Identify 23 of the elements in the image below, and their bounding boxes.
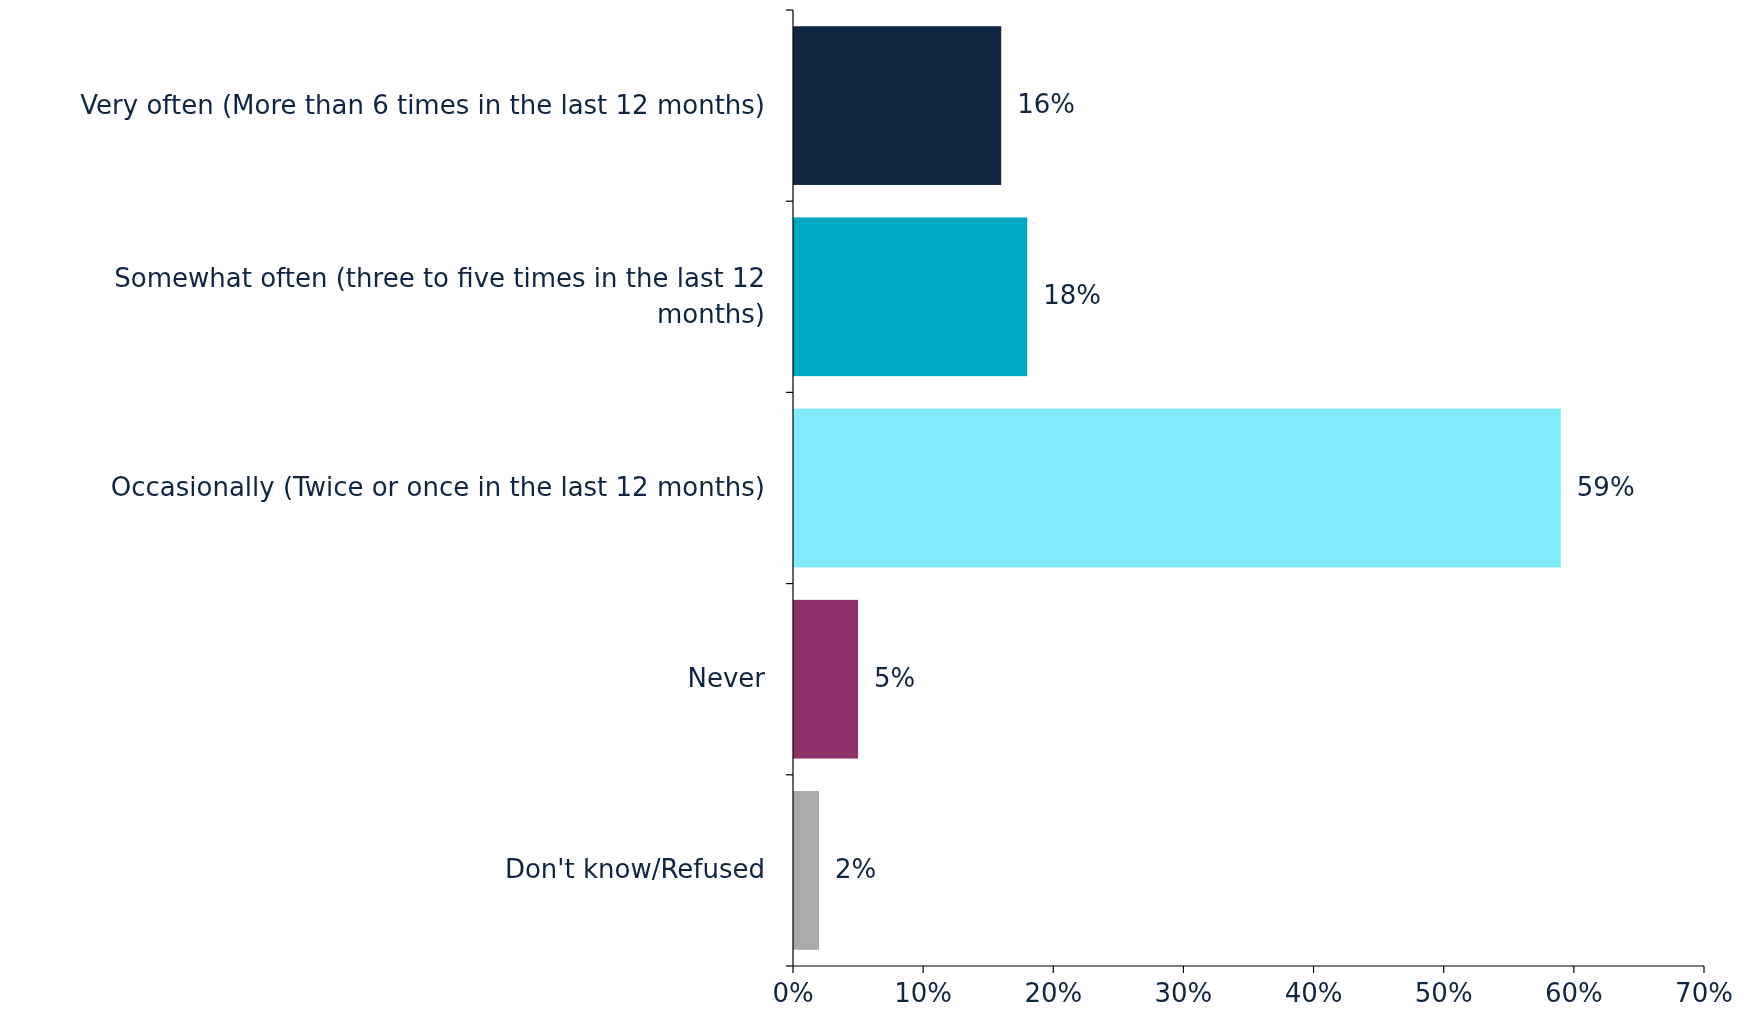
- bar: [793, 217, 1028, 377]
- data-label: 59%: [1576, 471, 1635, 502]
- y-tick-label: Very often (More than 6 times in the last 12 months): [80, 89, 765, 120]
- data-label: 2%: [835, 853, 877, 884]
- x-tick-label: 40%: [1284, 978, 1343, 1008]
- y-tick-label: Never: [687, 662, 766, 693]
- x-tick-label: 20%: [1024, 978, 1083, 1008]
- x-tick-label: 10%: [894, 978, 953, 1008]
- x-tick-label: 70%: [1675, 978, 1733, 1008]
- data-label: 18%: [1043, 280, 1102, 311]
- y-tick-label: Occasionally (Twice or once in the last 12 months): [110, 471, 765, 502]
- bar: [793, 408, 1561, 568]
- bar: [793, 791, 820, 950]
- data-label: 5%: [874, 662, 916, 693]
- bar: [793, 599, 859, 759]
- x-tick-label: 0%: [772, 978, 814, 1008]
- bar: [793, 26, 1002, 185]
- y-tick-label: Somewhat often (three to five times in the last 12 months): [114, 262, 765, 329]
- x-tick-label: 60%: [1544, 978, 1603, 1008]
- x-tick-label: 30%: [1154, 978, 1213, 1008]
- x-tick-label: 50%: [1414, 978, 1473, 1008]
- y-tick-label: Don't know/Refused: [504, 853, 765, 884]
- data-label: 16%: [1017, 89, 1076, 120]
